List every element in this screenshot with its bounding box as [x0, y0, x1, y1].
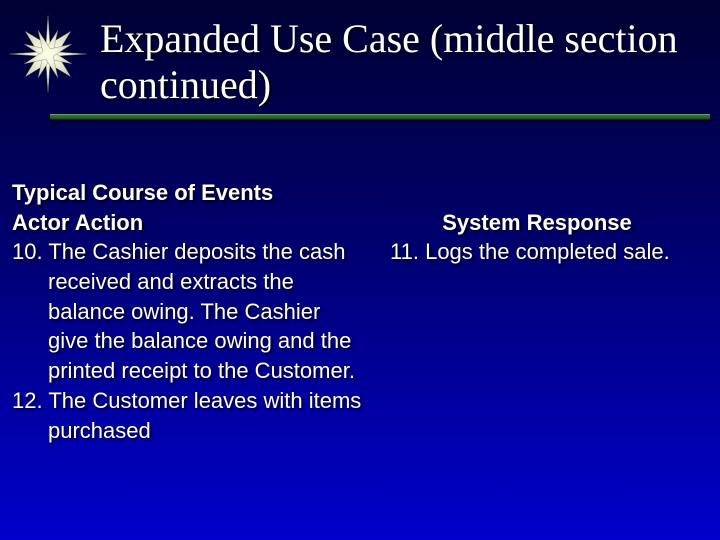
slide-title-line1: Expanded Use Case (middle section	[100, 16, 678, 62]
actor-action-column: Actor Action 10. The Cashier deposits th…	[12, 208, 372, 446]
title-block: Expanded Use Case (middle section contin…	[88, 10, 678, 108]
system-response-header: System Response	[390, 208, 684, 238]
item-number: 11.	[390, 239, 419, 264]
item-text: printed receipt to the Customer.	[12, 356, 372, 386]
item-text: balance owing. The Cashier	[12, 297, 372, 327]
item-text: The Cashier deposits the cash	[48, 239, 345, 264]
slide-title-line2: continued)	[100, 62, 678, 108]
item-number: 12.	[12, 388, 43, 413]
actor-item-10: 10. The Cashier deposits the cash	[12, 237, 372, 267]
item-text: The Customer leaves with items	[48, 388, 361, 413]
system-item-11: 11. Logs the completed sale.	[390, 237, 684, 267]
slide-header: Expanded Use Case (middle section contin…	[0, 0, 720, 108]
system-response-column: System Response 11. Logs the completed s…	[384, 208, 684, 446]
section-heading: Typical Course of Events	[12, 178, 686, 208]
starburst-icon	[8, 14, 88, 94]
item-text: purchased	[12, 416, 372, 446]
actor-item-12: 12. The Customer leaves with items	[12, 386, 372, 416]
actor-action-header: Actor Action	[12, 208, 372, 238]
item-text: give the balance owing and the	[12, 326, 372, 356]
item-number: 10.	[12, 239, 43, 264]
slide-body: Typical Course of Events Actor Action 10…	[0, 120, 720, 445]
two-column-layout: Actor Action 10. The Cashier deposits th…	[12, 208, 686, 446]
item-text: Logs the completed sale.	[425, 239, 670, 264]
item-text: received and extracts the	[12, 267, 372, 297]
